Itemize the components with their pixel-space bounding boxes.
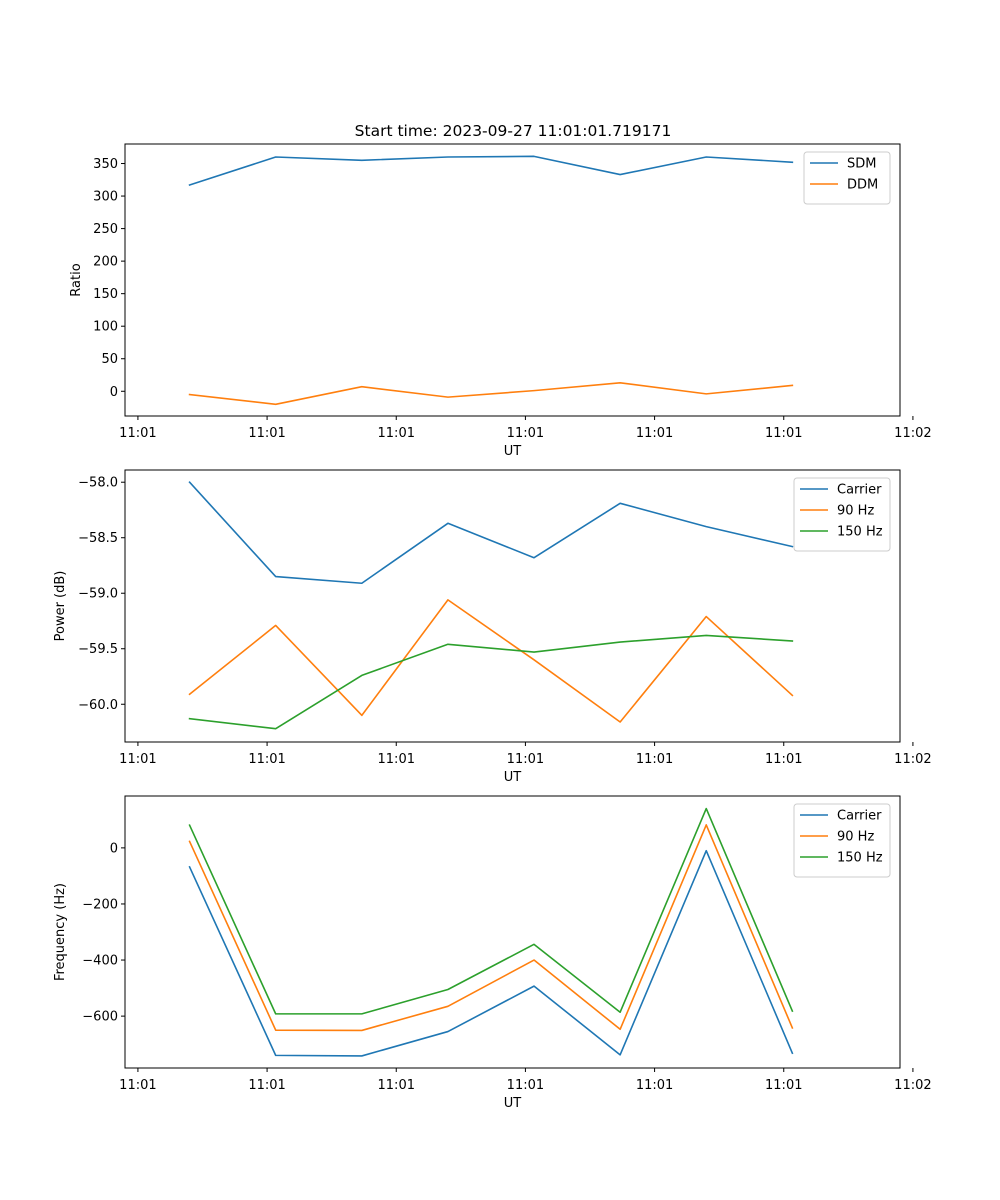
x-axis-label: UT	[504, 770, 522, 785]
legend-label: DDM	[847, 178, 878, 193]
plot-frame	[124, 143, 901, 417]
x-tick-label: 11:01	[119, 426, 156, 441]
y-tick-label: 0	[110, 385, 118, 400]
series-line-ddm	[188, 382, 794, 406]
legend-label: Carrier	[837, 809, 882, 824]
plot-frame	[124, 469, 901, 743]
y-tick-label: −200	[82, 897, 118, 912]
series-line-150-hz	[188, 634, 794, 730]
x-tick-label: 11:01	[119, 752, 156, 767]
y-tick-label: 250	[93, 222, 118, 237]
y-tick-label: −600	[82, 1010, 118, 1025]
chart-panel-1: 0 50 100 150 200 250 300 350 11:01 11:01 11:01 11:0…	[69, 143, 932, 459]
legend: Carrier 90 Hz 150 Hz	[793, 803, 891, 878]
legend-box	[803, 151, 891, 205]
x-tick-label: 11:01	[119, 1078, 156, 1093]
x-tick-label: 11:01	[636, 426, 673, 441]
x-tick-label: 11:01	[248, 1078, 285, 1093]
x-tick-label: 11:02	[894, 426, 931, 441]
legend-label: 150 Hz	[837, 851, 883, 866]
y-tick-label: −400	[82, 954, 118, 969]
y-tick-label: −59.5	[78, 642, 118, 657]
figure-title: Start time: 2023-09-27 11:01:01.719171	[355, 122, 672, 140]
legend-box	[793, 803, 891, 878]
legend-label: Carrier	[837, 483, 882, 498]
x-tick-label: 11:02	[894, 1078, 931, 1093]
series-line-90-hz	[188, 824, 794, 1032]
x-tick-label: 11:01	[507, 1078, 544, 1093]
legend-label: SDM	[847, 157, 876, 172]
x-tick-label: 11:01	[765, 752, 802, 767]
legend: SDM DDM	[803, 151, 891, 205]
x-tick-label: 11:01	[378, 1078, 415, 1093]
y-tick-label: −58.5	[78, 531, 118, 546]
series-line-90-hz	[188, 599, 794, 723]
series-line-carrier	[188, 481, 794, 585]
y-tick-label: 300	[93, 190, 118, 205]
x-tick-label: 11:01	[378, 426, 415, 441]
x-tick-label: 11:01	[765, 426, 802, 441]
y-axis-label: Ratio	[69, 263, 84, 296]
x-tick-label: 11:01	[507, 752, 544, 767]
series-line-carrier	[188, 849, 794, 1057]
series-line-150-hz	[188, 807, 794, 1015]
y-tick-label: 0	[110, 841, 118, 856]
y-tick-label: 200	[93, 255, 118, 270]
x-tick-label: 11:01	[636, 1078, 673, 1093]
series-line-sdm	[188, 155, 794, 187]
y-tick-label: 50	[101, 352, 118, 367]
y-axis-label: Power (dB)	[53, 571, 68, 642]
y-tick-label: 350	[93, 157, 118, 172]
legend: Carrier 90 Hz 150 Hz	[793, 477, 891, 552]
legend-box	[793, 477, 891, 552]
x-axis-label: UT	[504, 444, 522, 459]
x-tick-label: 11:01	[378, 752, 415, 767]
x-tick-label: 11:01	[765, 1078, 802, 1093]
x-tick-label: 11:01	[507, 426, 544, 441]
y-axis-label: Frequency (Hz)	[53, 883, 68, 981]
x-tick-label: 11:02	[894, 752, 931, 767]
legend-label: 150 Hz	[837, 525, 883, 540]
legend-label: 90 Hz	[837, 504, 874, 519]
legend-label: 90 Hz	[837, 830, 874, 845]
chart-panel-3: −600 −400 −200 0 11:01 11:01 11:01 11:01 11:01 11…	[53, 795, 932, 1111]
chart-panel-2: −60.0 −59.5 −59.0 −58.5 −58.0 11:01 11:01 11:01…	[53, 469, 932, 785]
y-tick-label: −59.0	[78, 587, 118, 602]
x-tick-label: 11:01	[248, 426, 285, 441]
y-tick-label: −60.0	[78, 698, 118, 713]
y-tick-label: 150	[93, 287, 118, 302]
plot-frame	[124, 795, 901, 1069]
y-tick-label: −58.0	[78, 476, 118, 491]
x-tick-label: 11:01	[636, 752, 673, 767]
x-axis-label: UT	[504, 1096, 522, 1111]
x-tick-label: 11:01	[248, 752, 285, 767]
y-tick-label: 100	[93, 320, 118, 335]
